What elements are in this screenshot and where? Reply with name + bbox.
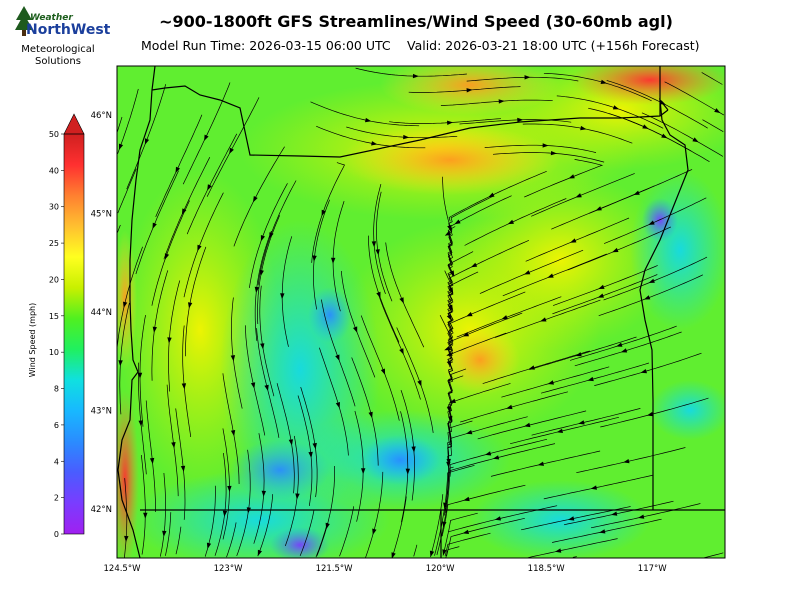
lat-label: 42°N [91,505,112,515]
colorbar-tick-label: 2 [54,494,59,503]
valid-time: Valid: 2026-03-21 18:00 UTC (+156h Forec… [407,38,700,53]
colorbar-tick-label: 30 [49,203,59,212]
colorbar: 0 2 4 6 8 10 15 20 25 30 40 50 [49,113,85,539]
colorbar-tick-label: 4 [54,457,59,466]
logo-brand-bottom: NorthWest [26,22,111,38]
map-frame [116,65,726,559]
lat-label: 43°N [91,406,112,416]
lat-label: 44°N [91,308,112,318]
colorbar-bar [64,134,84,534]
logo-brand-top: Weather [30,13,73,23]
coastline [117,66,156,558]
colorbar-tick-label: 20 [49,275,59,284]
logo: Weather NorthWest Meteorological Solutio… [12,6,110,70]
wind-speed-field [117,66,725,558]
colorbar-tick-label: 40 [49,166,59,175]
columbia-river [151,85,669,158]
streamlines [117,67,725,558]
lat-label: 46°N [91,111,112,121]
colorbar-tick-label: 15 [49,312,59,321]
model-run-time: Model Run Time: 2026-03-15 06:00 UTC [141,38,391,53]
lat-label: 45°N [91,210,112,220]
oregon-idaho-border [639,98,689,510]
page-title: ~900-1800ft GFS Streamlines/Wind Speed (… [159,12,673,31]
tree-icon [15,6,33,36]
lon-label: 117°W [638,564,667,574]
colorbar-tick-label: 50 [49,130,59,139]
lon-label: 121.5°W [316,564,354,574]
logo-sub-line2: Solutions [35,56,81,67]
state-borders [117,66,725,558]
colorbar-extend-arrow [63,113,85,135]
colorbar-tick-label: 8 [54,385,59,394]
lon-label: 120°W [426,564,455,574]
lon-label: 123°W [214,564,243,574]
lon-label: 118.5°W [528,564,566,574]
colorbar-tick-label: 25 [49,239,59,248]
logo-subtitle: Meteorological Solutions [12,44,104,68]
lon-label: 124.5°W [104,564,142,574]
colorbar-tick-label: 6 [54,421,59,430]
colorbar-tick-label: 10 [49,348,59,357]
logo-sub-line1: Meteorological [21,44,95,55]
latitude-labels: 46°N 45°N 44°N 43°N 42°N [91,111,112,515]
longitude-labels: 124.5°W 123°W 121.5°W 120°W 118.5°W 117°W [104,564,668,574]
colorbar-tick-label: 0 [54,530,59,539]
colorbar-label: Wind Speed (mph) [28,302,37,378]
